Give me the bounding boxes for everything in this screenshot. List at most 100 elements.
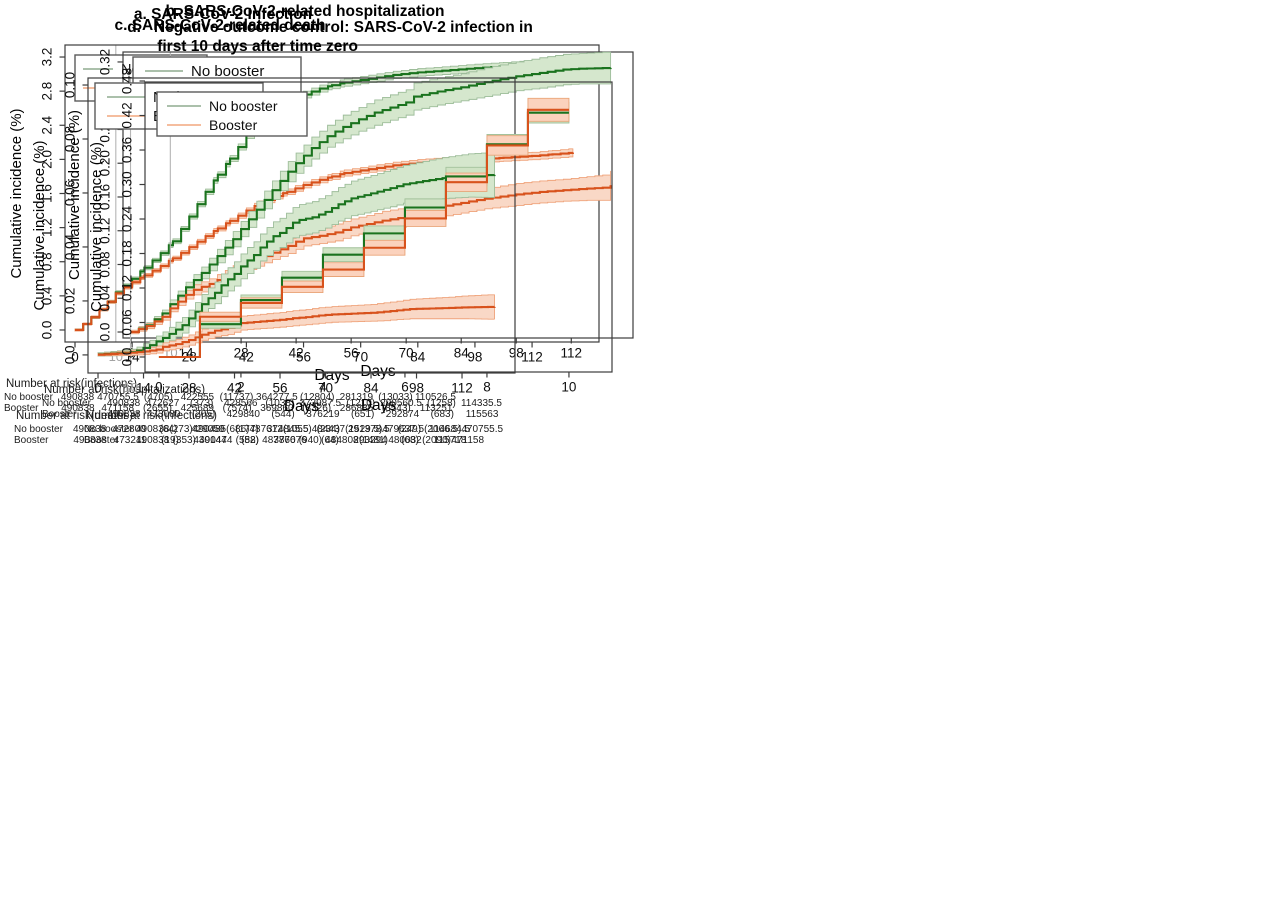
- risk-row: Booster 490838 (353) 490474 (588) 487870 (940)…: [84, 435, 484, 447]
- y-tick-label: 1.6: [40, 184, 55, 203]
- y-tick-label: 0.4: [40, 286, 55, 305]
- x-tick-label: 28: [234, 346, 249, 361]
- no-booster-line: [131, 67, 612, 334]
- x-tick-label: 56: [344, 346, 359, 361]
- y-tick-label: 2.4: [40, 115, 55, 134]
- y-tick-label: 0.12: [120, 275, 135, 301]
- risk-cell: (651): [351, 409, 375, 420]
- x-tick-label: 70: [353, 350, 368, 365]
- y-tick-label: 0.18: [120, 240, 135, 266]
- risk-cell: 374845.5: [266, 423, 309, 435]
- x-tick-label: 98: [467, 350, 482, 365]
- x-tick-label: 42: [289, 346, 304, 361]
- panel-b-title: b. SARS-CoV-2-related hospitalization: [5, 2, 605, 21]
- x-tick-label: 0: [71, 350, 79, 365]
- legend-no-booster-label: No booster: [191, 63, 264, 80]
- risk-table-header: Number at risk(hospitalizations): [44, 384, 206, 396]
- panel-d-chart: 0 2 4 6 8 10 0.0 0.06 0.12 0.18 0.24 0.30 0.36 0.42 0.…: [88, 68, 613, 414]
- risk-row-label: Booster: [84, 435, 119, 446]
- x-tick-label: 98: [509, 346, 524, 361]
- panel-b-risk-table: Number at risk(hospitalizations) No boost…: [42, 384, 502, 421]
- risk-cell: 376219: [306, 409, 340, 420]
- y-tick-label: 0.0: [120, 348, 135, 367]
- risk-row-label: No booster: [4, 391, 53, 403]
- risk-cell: 281319: [339, 391, 374, 403]
- risk-cell: 430144: [193, 435, 227, 446]
- risk-cell: (544): [271, 409, 295, 420]
- panel-d-risk-table: Number at risk(infections) No booster 4908…: [84, 410, 503, 447]
- risk-cell: 470755.5: [461, 423, 504, 435]
- risk-cell: 291378.5: [347, 423, 390, 435]
- risk-cell: 376676: [273, 435, 307, 446]
- x-axis-label: Days: [314, 367, 350, 384]
- risk-cell: 293294: [353, 435, 387, 446]
- booster-line: [98, 305, 496, 356]
- x-tick-label: 6: [401, 380, 409, 395]
- y-tick-label: 0.02: [63, 288, 78, 314]
- risk-cell: 472800: [112, 423, 146, 435]
- risk-row-label: No booster: [42, 397, 91, 409]
- x-tick-label: 28: [181, 381, 196, 396]
- risk-cell: (1258): [426, 397, 456, 409]
- y-tick-label: 0.20: [98, 150, 113, 176]
- x-tick-label: 2: [237, 380, 245, 395]
- risk-cell: 487612: [249, 423, 283, 435]
- risk-cell: (19): [161, 435, 179, 446]
- risk-cell: 490838: [60, 391, 95, 403]
- y-tick-label: 0.8: [40, 252, 55, 271]
- plot-border: [122, 51, 634, 339]
- x-tick-label: 42: [239, 350, 254, 365]
- x-tick-label: 112: [521, 350, 543, 365]
- x-tick-label: 84: [410, 350, 426, 365]
- risk-cell: 490838: [136, 423, 170, 435]
- risk-cell: 473211: [113, 435, 147, 446]
- panel-d-title-line1: d. Negative outcome control: SARS-CoV-2 …: [127, 19, 533, 36]
- risk-cell: (2655): [143, 403, 172, 414]
- risk-cell: (1038): [265, 397, 295, 409]
- risk-cell: 490485: [192, 423, 227, 435]
- risk-cell: 290560.5: [380, 397, 422, 409]
- panel-a-title: a. SARS-CoV-2 Infection: [0, 5, 523, 24]
- risk-cell: 484437: [311, 423, 346, 435]
- risk-cell: (1210): [346, 397, 376, 409]
- y-tick-label: 1.2: [40, 218, 55, 237]
- risk-row: No booster 490838 472627 (373) 428566 (1038) 3…: [42, 398, 502, 410]
- y-tick-label: 2.8: [40, 82, 55, 101]
- risk-row-label: No booster: [84, 423, 133, 435]
- risk-row-label: Booster: [14, 435, 49, 446]
- risk-cell: 292874: [385, 409, 420, 420]
- risk-cell: (4705): [143, 391, 173, 403]
- risk-cell: (8326): [302, 403, 332, 414]
- x-tick-label: 70: [399, 346, 414, 361]
- x-tick-label: 8: [483, 380, 491, 395]
- panel-d: d. Negative outcome control: SARS-CoV-2 …: [0, 0, 640, 452]
- risk-cell: 490838: [73, 435, 107, 446]
- y-tick-label: 0.04: [63, 233, 78, 260]
- risk-row-label: Booster: [4, 403, 39, 414]
- risk-cell: 114684.5: [429, 423, 471, 435]
- y-tick-label: 0.08: [98, 251, 113, 277]
- day10-marker-label: 10: [123, 380, 137, 395]
- risk-cell: 369860: [260, 403, 294, 414]
- y-tick-label: 0.24: [120, 205, 135, 232]
- y-tick-label: 0.08: [63, 126, 78, 152]
- risk-table-header: Number at risk(infections): [86, 410, 218, 422]
- x-tick-label: 10: [561, 380, 576, 395]
- y-tick-label: 0.32: [98, 49, 113, 75]
- y-tick-label: 0.48: [120, 68, 135, 94]
- y-tick-label: 0.42: [120, 102, 135, 128]
- risk-cell: (1481): [359, 435, 388, 446]
- risk-cell: (52): [241, 435, 259, 446]
- risk-cell: (64): [321, 435, 339, 446]
- risk-cell: (12804): [300, 391, 335, 403]
- y-axis-label: Cumulative incidence (%): [8, 108, 25, 278]
- x-tick-label: 112: [451, 381, 473, 396]
- risk-cell: 429059: [191, 423, 225, 435]
- risk-cell: 428566: [224, 397, 258, 409]
- booster-line: [74, 151, 574, 332]
- risk-cell: 471158: [101, 403, 135, 414]
- risk-cell: (8543): [381, 403, 411, 414]
- risk-cell: 286885: [339, 403, 374, 414]
- risk-cell: 472627: [145, 397, 180, 409]
- risk-cell: (353): [172, 435, 196, 446]
